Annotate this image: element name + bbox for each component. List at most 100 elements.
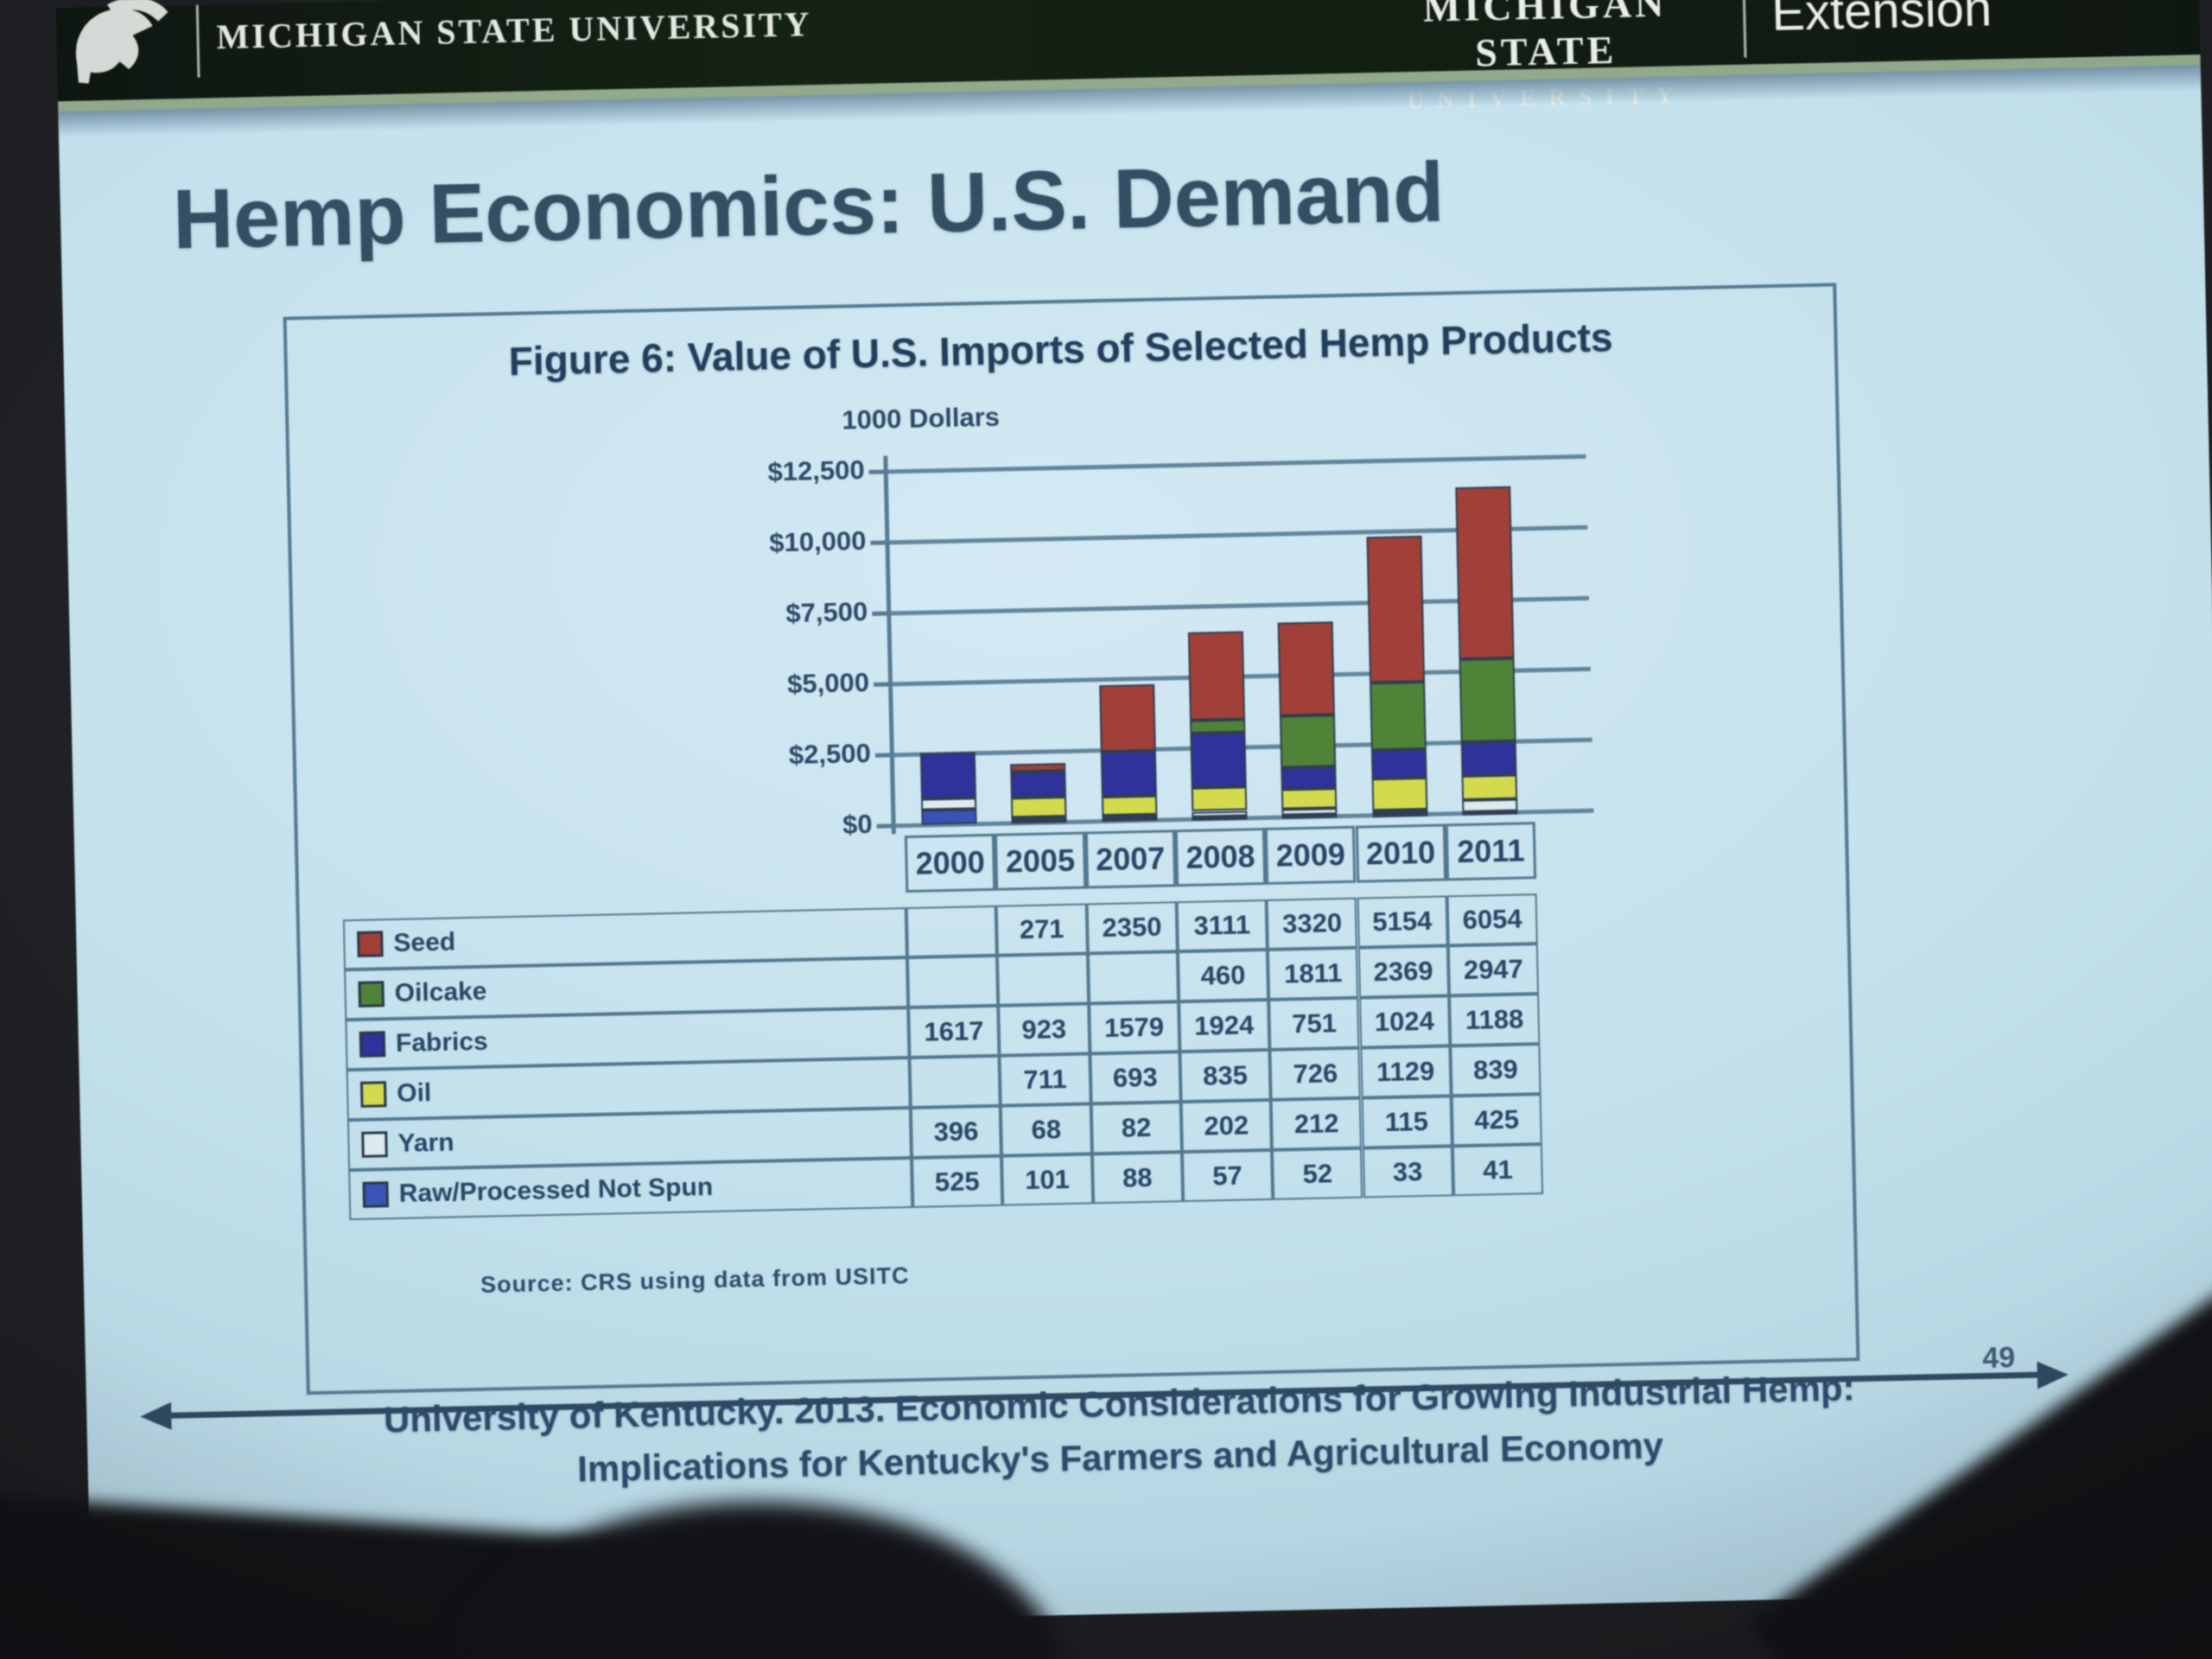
y-tick-label: $10,000 [768,524,867,558]
table-value-cell: 1924 [1179,999,1270,1052]
bar-2008-oil [1191,786,1248,812]
gridline [886,454,1586,474]
bar-2007-seed [1098,683,1156,753]
y-axis-line [883,455,896,835]
bar-2010-fabrics [1370,748,1427,779]
bar-2011-seed [1455,486,1515,659]
figure-title: Figure 6: Value of U.S. Imports of Selec… [508,315,1614,384]
table-value-cell: 2369 [1357,945,1449,998]
table-value-cell: 2947 [1447,944,1540,996]
page-title: Hemp Economics: U.S. Demand [171,144,1446,267]
bar-2000-fabrics [919,752,977,799]
bar-2009-oil [1281,787,1338,810]
table-value-cell: 271 [995,903,1088,956]
table-value-cell: 693 [1090,1052,1181,1104]
table-value-cell: 68 [1001,1103,1092,1156]
bar-2011-fabrics [1460,741,1517,777]
y-tick-label: $7,500 [785,595,868,629]
table-value-cell: 1617 [908,1005,1000,1058]
y-tick-label: $0 [842,808,873,840]
slide-page-number: 49 [1981,1341,2016,1376]
extension-label: Extension [1770,0,1993,41]
table-value-cell: 6054 [1446,893,1538,946]
legend-swatch-oil-icon [359,1081,387,1108]
table-value-cell: 82 [1090,1102,1182,1154]
bar-2008-oilcake [1190,719,1246,734]
spartan-helmet-logo-icon [65,0,179,91]
table-value-cell: 1579 [1088,1001,1180,1054]
bar-2009-oilcake [1280,715,1337,768]
table-value-cell: 726 [1269,1047,1362,1100]
bar-2000-yarn [921,798,977,810]
table-value-cell: 396 [910,1105,1002,1158]
table-value-cell: 57 [1181,1149,1274,1203]
bar-2005-fabrics [1010,770,1067,798]
legend-label: Oil [396,1078,432,1108]
bar-2010-oil [1371,777,1427,811]
table-value-cell [997,953,1089,1006]
slide: MICHIGAN STATE UNIVERSITY MICHIGAN STATE… [55,0,2212,1637]
table-value-cell: 1811 [1268,947,1359,1000]
bar-2009-seed [1277,620,1336,717]
table-value-cell: 460 [1177,949,1269,1002]
extension-divider [1742,0,1747,58]
table-value-cell: 525 [911,1155,1003,1208]
table-value-cell: 3111 [1176,899,1268,952]
legend-swatch-raw-processed-not-spun-icon [362,1181,390,1208]
table-value-cell [909,1055,1001,1109]
table-value-cell: 425 [1451,1094,1542,1147]
table-value-cell: 1129 [1359,1046,1452,1098]
year-cell: 2005 [995,831,1086,891]
bar-2011-oilcake [1459,658,1516,743]
y-axis-unit-label: 1000 Dollars [841,401,1001,435]
year-cell: 2007 [1084,830,1177,889]
table-value-cell: 41 [1452,1144,1544,1197]
legend-label: Oilcake [394,976,487,1007]
legend-swatch-fabrics-icon [359,1031,386,1058]
y-tick-label: $12,500 [767,454,865,487]
header-divider [195,4,200,78]
legend-label: Fabrics [395,1027,489,1058]
msu-brand-text: MICHIGAN STATE UNIVERSITY [216,4,813,57]
table-value-cell [906,905,998,958]
table-value-cell: 5154 [1357,895,1448,948]
bar-2009-yarn [1281,808,1338,816]
year-cell: 2008 [1174,827,1267,887]
y-tick-label: $5,000 [786,666,870,699]
arrow-right-head-icon [2037,1360,2069,1389]
table-value-cell: 923 [998,1003,1090,1056]
year-cell: 2011 [1445,822,1537,881]
table-value-cell: 88 [1091,1152,1184,1205]
table-value-cell: 839 [1450,1044,1541,1096]
bar-2005-seed [1010,762,1066,772]
y-tick-label: $2,500 [788,737,872,770]
table-value-cell [1087,951,1179,1004]
bar-2010-seed [1366,535,1425,683]
table-value-cell: 751 [1268,997,1360,1050]
table-value-cell: 101 [1001,1154,1093,1206]
year-cell: 2010 [1355,823,1446,883]
legend-swatch-seed-icon [357,931,384,957]
bar-2000-raw-processed-not-spun [921,809,977,825]
bar-2007-fabrics [1100,750,1157,797]
bar-2010-oilcake [1369,681,1427,750]
table-value-cell: 1188 [1448,994,1541,1046]
table-value-cell: 711 [999,1053,1091,1106]
table-value-cell: 52 [1272,1147,1363,1200]
bar-2011-oil [1461,774,1518,800]
bar-2008-yarn [1192,810,1248,817]
table-value-cell: 115 [1361,1096,1452,1148]
year-cell: 2009 [1264,825,1357,885]
table-value-cell [906,955,999,1008]
source-note: Source: CRS using data from USITC [480,1262,910,1298]
bar-2011-yarn [1462,798,1518,812]
arrow-left-head-icon [139,1402,172,1431]
bar-2008-fabrics [1190,732,1247,788]
legend-swatch-oilcake-icon [358,981,385,1007]
table-value-cell: 835 [1179,1049,1271,1103]
table-value-cell: 33 [1362,1146,1453,1198]
table-value-cell: 3320 [1266,897,1358,950]
header-band: MICHIGAN STATE UNIVERSITY MICHIGAN STATE… [55,0,2201,113]
bar-2005-oil [1011,797,1067,818]
